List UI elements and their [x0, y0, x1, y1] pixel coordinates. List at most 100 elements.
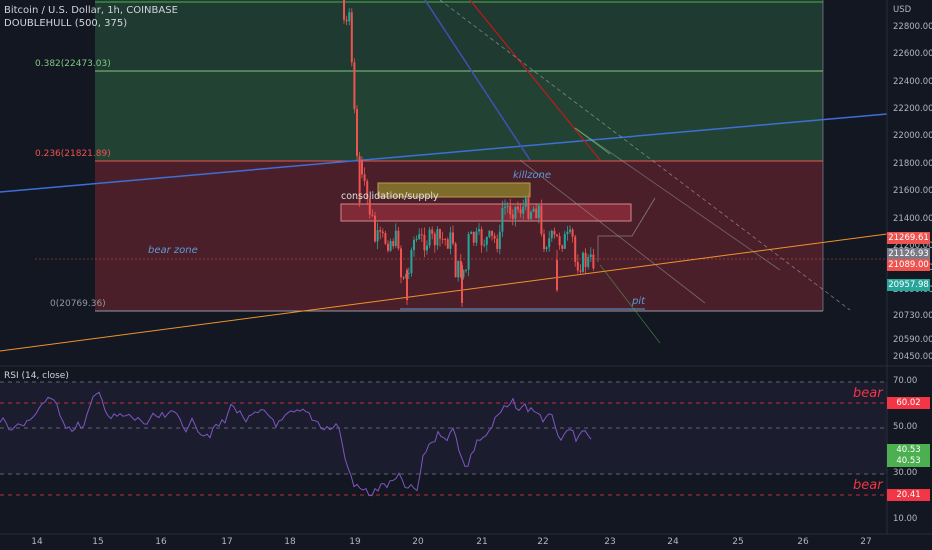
rsi-axis-30: 30.00 — [893, 468, 918, 478]
candle — [545, 247, 548, 249]
candle — [574, 236, 577, 262]
candle — [413, 239, 415, 251]
candle — [540, 205, 543, 235]
time-axis-label: 20 — [412, 537, 424, 547]
candle — [350, 12, 353, 63]
candle — [472, 232, 475, 243]
candle — [400, 248, 402, 278]
candle — [397, 230, 400, 249]
candle — [407, 273, 410, 275]
candle — [361, 160, 363, 175]
candle — [462, 269, 465, 278]
candle — [387, 243, 389, 251]
price-axis-label: 22800.00 — [893, 22, 932, 32]
candle — [465, 269, 467, 271]
candle — [509, 206, 512, 215]
candle — [563, 233, 566, 249]
channel-green — [599, 264, 661, 344]
rsi-axis-50: 50.00 — [893, 422, 918, 432]
channel-mid — [519, 159, 706, 304]
rsi-tag-value-2: 40.53 — [887, 455, 930, 467]
price-axis-currency: USD — [893, 5, 912, 15]
candle — [535, 208, 538, 219]
candle — [558, 236, 561, 246]
candle — [428, 229, 431, 246]
candle — [439, 229, 441, 239]
candle — [506, 206, 509, 208]
candle — [454, 243, 457, 278]
candle — [561, 245, 564, 249]
rsi-tag-value: 40.53 — [887, 444, 930, 456]
time-axis-label: 17 — [221, 537, 233, 547]
fib-382-band — [95, 71, 823, 161]
candle — [467, 234, 470, 270]
time-axis-label: 23 — [604, 537, 616, 547]
candle — [498, 231, 501, 249]
candle — [527, 198, 530, 219]
candle — [368, 198, 371, 215]
candle — [504, 207, 506, 209]
candle — [491, 230, 493, 236]
candle — [579, 270, 582, 272]
time-axis-label: 19 — [349, 537, 361, 547]
price-axis-label: 21600.00 — [893, 186, 932, 196]
candle — [524, 198, 527, 207]
candle — [394, 230, 397, 247]
price-axis-label: 22200.00 — [893, 104, 932, 114]
candle — [511, 214, 514, 219]
time-axis-label: 18 — [284, 537, 296, 547]
candle — [348, 12, 351, 22]
price-axis-label: 22000.00 — [893, 131, 932, 141]
candle — [384, 233, 387, 244]
candle — [381, 231, 384, 234]
orange-trendline — [0, 233, 888, 352]
candle — [556, 260, 558, 290]
candle — [519, 209, 522, 214]
red-hull-line — [469, 0, 601, 161]
candle — [420, 234, 423, 236]
time-axis-label: 24 — [667, 537, 679, 547]
candle — [532, 208, 535, 212]
candle — [449, 232, 452, 249]
candle — [389, 241, 392, 251]
killzone-box — [377, 182, 531, 198]
candle — [433, 233, 436, 246]
candle — [587, 257, 590, 267]
candle — [485, 236, 488, 245]
candle — [426, 245, 428, 251]
candle — [475, 231, 478, 243]
candle — [374, 215, 376, 242]
candle — [366, 181, 369, 199]
candle — [379, 230, 382, 232]
candle — [522, 206, 525, 214]
pit-label: pit — [632, 296, 646, 307]
chart-title[interactable]: Bitcoin / U.S. Dollar, 1h, COINBASE — [4, 5, 178, 16]
killzone-label: killzone — [513, 170, 551, 181]
candle — [470, 232, 473, 235]
price-tag-mid: 21126.93 — [887, 248, 930, 260]
rsi-legend[interactable]: RSI (14, close) — [4, 371, 69, 381]
candle — [592, 254, 595, 269]
time-axis-label: 21 — [476, 537, 488, 547]
consolidation-label: consolidation/supply — [341, 191, 439, 202]
indigo-line — [424, 0, 531, 161]
candlestick-series — [343, 0, 595, 307]
candle — [582, 252, 584, 272]
candle — [415, 238, 418, 240]
candle — [452, 232, 454, 244]
indicator-legend[interactable]: DOUBLEHULL (500, 375) — [4, 18, 128, 29]
rsi-bear-lower-label: bear — [853, 478, 883, 493]
rsi-axis-70: 70.00 — [893, 376, 918, 386]
rsi-bear-upper-label: bear — [853, 386, 883, 401]
price-axis-label: 22400.00 — [893, 77, 932, 87]
candle — [402, 277, 405, 279]
dashed-channel-line — [439, 0, 851, 311]
candle — [556, 234, 558, 237]
candle — [418, 234, 421, 239]
candle — [514, 206, 517, 219]
candle — [371, 214, 374, 216]
candle — [576, 261, 579, 271]
supply-box — [340, 203, 632, 222]
candle — [459, 260, 462, 278]
